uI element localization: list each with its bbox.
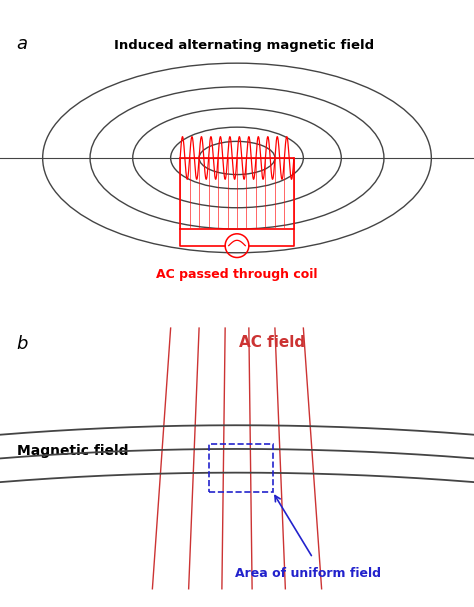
Text: a: a	[17, 35, 27, 53]
Text: b: b	[17, 335, 28, 353]
Bar	[209, 444, 273, 492]
Bar	[180, 158, 294, 229]
Text: AC field: AC field	[239, 335, 306, 350]
Text: Magnetic field: Magnetic field	[17, 444, 128, 458]
Text: Area of uniform field: Area of uniform field	[235, 568, 381, 580]
Text: AC passed through coil: AC passed through coil	[156, 268, 318, 281]
Text: Induced alternating magnetic field: Induced alternating magnetic field	[114, 39, 374, 52]
